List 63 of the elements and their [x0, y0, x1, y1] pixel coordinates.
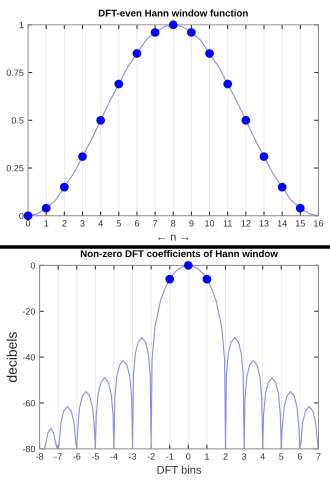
point [78, 152, 87, 161]
x-tick-label: -5 [92, 453, 100, 460]
point [205, 49, 214, 58]
y-tick-label: 1 [20, 22, 24, 28]
y-tick-label: -40 [22, 354, 36, 360]
y-tick-label: 0.25 [6, 164, 24, 172]
x-tick-label: 1 [44, 220, 48, 226]
chart-title: DFT-even Hann window function [98, 9, 248, 17]
point [278, 182, 287, 192]
x-tick-label: 3 [80, 220, 85, 227]
y-tick-label: -80 [22, 446, 36, 452]
point [223, 80, 232, 88]
chart-title: Non-zero DFT coefficients of Hann window [80, 250, 278, 258]
x-tick-label: 10 [205, 220, 214, 227]
x-tick-label: 13 [260, 220, 269, 227]
x-tick-label: -4 [110, 453, 118, 460]
point [296, 204, 305, 212]
x-tick-label: 5 [116, 220, 121, 227]
x-tick-label: -7 [54, 453, 62, 460]
point [114, 80, 124, 88]
x-tick-label: 5 [279, 453, 284, 460]
x-tick-label: 0 [186, 453, 190, 460]
point [24, 211, 32, 220]
x-tick-label: 11 [224, 220, 232, 226]
point [150, 28, 160, 37]
x-tick-label: 2 [223, 453, 228, 460]
y-tick-label: 0 [19, 212, 24, 220]
x-tick-label: 9 [189, 220, 194, 227]
point [42, 204, 51, 212]
x-tick-label: 8 [171, 220, 176, 227]
x-tick-label: -2 [148, 453, 155, 460]
y-tick-label: 0.75 [6, 70, 24, 76]
x-tick-label: 6 [298, 453, 302, 460]
y-tick-label: 0 [30, 262, 36, 269]
x-axis-title: ← n → [158, 234, 188, 241]
x-tick-label: 4 [98, 220, 103, 226]
x-tick-label: 12 [242, 220, 250, 226]
x-tick-label: 2 [62, 220, 66, 226]
y-axis-title: decibels [6, 332, 17, 382]
x-axis-title: DFT bins [158, 466, 202, 474]
x-tick-label: -8 [36, 453, 44, 460]
x-tick-label: 14 [278, 220, 287, 226]
x-tick-label: 15 [296, 220, 305, 227]
x-tick-label: 7 [316, 453, 321, 460]
x-tick-label: 3 [242, 453, 246, 460]
point [241, 116, 250, 125]
point [168, 20, 178, 30]
point [96, 116, 106, 125]
y-tick-label: -60 [22, 400, 36, 406]
x-tick-label: 16 [314, 220, 324, 227]
point [187, 28, 196, 37]
x-tick-label: 6 [134, 220, 140, 227]
point [260, 152, 268, 161]
x-tick-label: 7 [153, 220, 158, 226]
x-tick-label: -6 [73, 453, 80, 460]
x-tick-label: -1 [166, 453, 174, 460]
y-tick-label: 0.5 [12, 117, 24, 124]
point [60, 182, 69, 192]
x-tick-label: 1 [205, 453, 209, 460]
point [132, 49, 142, 58]
y-tick-label: -20 [22, 308, 36, 315]
x-tick-label: 4 [260, 453, 265, 460]
x-tick-label: -3 [128, 453, 136, 460]
